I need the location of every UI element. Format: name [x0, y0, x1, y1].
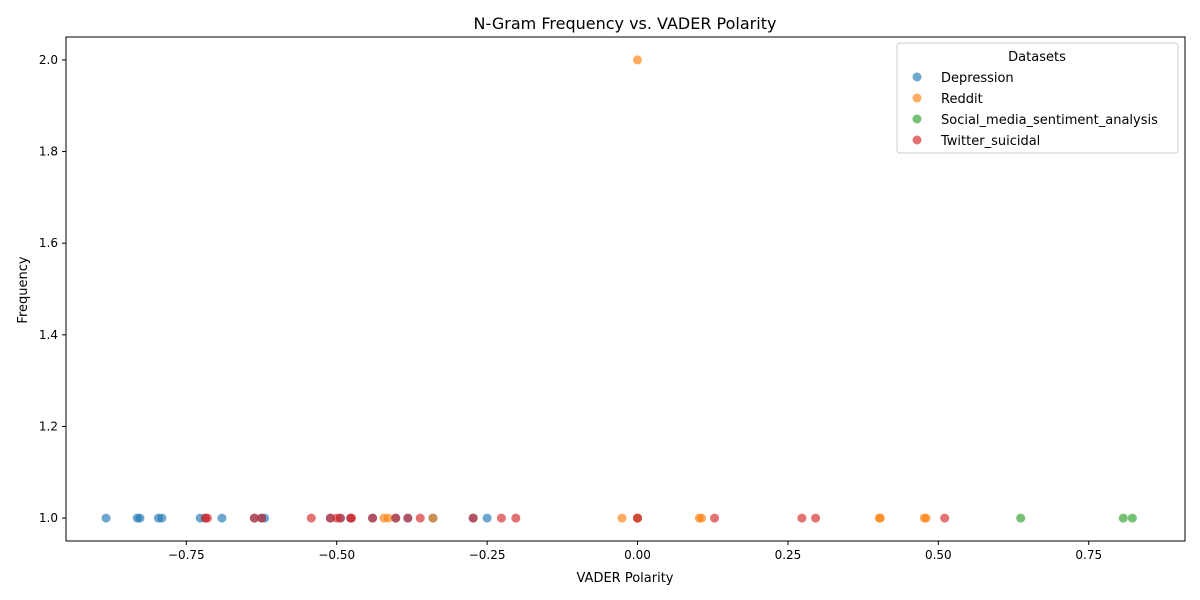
data-point-depression: [217, 513, 227, 523]
data-point-twitter-suicidal: [710, 513, 720, 523]
y-axis-label: Frequency: [16, 256, 31, 323]
x-tick-label: −0.50: [318, 548, 355, 562]
data-point-depression: [157, 513, 167, 523]
legend-entry-label: Twitter_suicidal: [940, 134, 1040, 149]
data-point-social-media-sentiment-analysis: [1016, 513, 1026, 523]
x-tick-label: 0.00: [624, 548, 651, 562]
data-point-twitter-suicidal: [496, 513, 506, 523]
x-axis-label: VADER Polarity: [577, 571, 674, 586]
data-point-depression: [482, 513, 492, 523]
legend-entry-label: Reddit: [941, 92, 983, 107]
legend-entry-label: Social_media_sentiment_analysis: [941, 113, 1158, 128]
y-tick-label: 2.0: [39, 53, 58, 67]
data-point-social-media-sentiment-analysis: [1127, 513, 1137, 523]
x-tick-label: 0.50: [925, 548, 952, 562]
legend-marker: [912, 72, 922, 82]
x-axis: −0.75 −0.50 −0.25 0.00 0.25 0.50 0.75: [168, 541, 1102, 562]
y-tick-label: 1.0: [39, 511, 58, 525]
x-tick-label: −0.75: [168, 548, 205, 562]
data-point-twitter-suicidal: [368, 513, 378, 523]
legend-title: Datasets: [1008, 50, 1066, 65]
y-tick-label: 1.4: [39, 328, 58, 342]
data-point-twitter-suicidal: [325, 513, 335, 523]
data-point-twitter-suicidal: [468, 513, 478, 523]
data-point-twitter-suicidal: [811, 513, 821, 523]
data-point-twitter-suicidal: [940, 513, 950, 523]
data-point-depression: [135, 513, 145, 523]
legend-marker: [912, 114, 922, 124]
data-point-reddit: [617, 513, 627, 523]
data-point-twitter-suicidal: [511, 513, 521, 523]
data-point-twitter-suicidal: [415, 513, 425, 523]
data-point-reddit: [875, 513, 885, 523]
legend-box: [896, 42, 1179, 154]
legend-marker: [912, 93, 922, 103]
data-point-reddit: [921, 513, 931, 523]
data-point-reddit: [633, 55, 643, 65]
data-point-twitter-suicidal: [202, 513, 212, 523]
x-tick-label: −0.25: [469, 548, 506, 562]
legend-marker: [912, 135, 922, 145]
data-point-twitter-suicidal: [797, 513, 807, 523]
data-point-twitter-suicidal: [257, 513, 267, 523]
data-point-twitter-suicidal: [403, 513, 413, 523]
data-point-twitter-suicidal: [391, 513, 401, 523]
data-point-social-media-sentiment-analysis: [1118, 513, 1128, 523]
data-point-twitter-suicidal: [249, 513, 259, 523]
data-point-twitter-suicidal: [633, 513, 643, 523]
y-tick-label: 1.8: [39, 145, 58, 159]
chart-title: N-Gram Frequency vs. VADER Polarity: [474, 14, 777, 33]
x-tick-label: 0.75: [1075, 548, 1102, 562]
data-point-reddit: [383, 513, 393, 523]
data-point-reddit: [697, 513, 707, 523]
y-tick-label: 1.2: [39, 419, 58, 433]
x-tick-label: 0.25: [775, 548, 802, 562]
y-axis: 1.0 1.2 1.4 1.6 1.8 2.0: [39, 53, 66, 525]
legend: Datasets Depression Reddit Social_media_se…: [896, 42, 1179, 154]
plot-frame: [65, 36, 1186, 542]
legend-entries: Depression Reddit Social_media_sentiment_a…: [912, 71, 1158, 149]
data-point-depression: [101, 513, 111, 523]
data-point-twitter-suicidal: [335, 513, 345, 523]
plot-area: [65, 36, 1186, 542]
data-point-twitter-suicidal: [306, 513, 316, 523]
data-point-reddit: [428, 513, 438, 523]
data-point-twitter-suicidal: [347, 513, 357, 523]
y-tick-label: 1.6: [39, 236, 58, 250]
legend-entry-label: Depression: [941, 71, 1014, 86]
